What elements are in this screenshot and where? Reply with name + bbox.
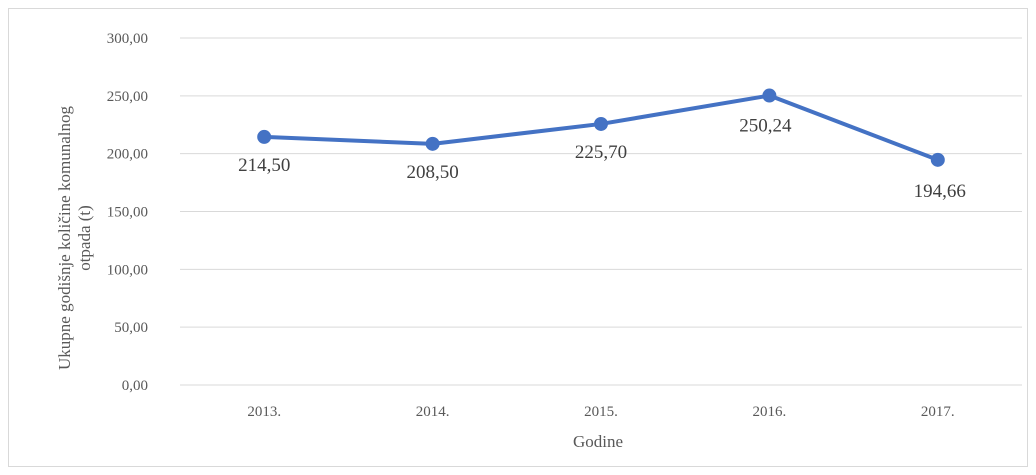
gridlines [180,37,1022,386]
data-label-1: 208,50 [406,162,458,183]
y-axis-title-line-2: otpada (t) [75,205,94,271]
y-tick-label-0: 0,00 [122,378,148,394]
x-tick-label-1: 2014. [416,404,450,420]
x-axis-tick-labels: 2013. 2014. 2015. 2016. 2017. [247,404,954,420]
y-axis-tick-labels: 0,00 50,00 100,00 150,00 200,00 250,00 300,00 [107,31,148,394]
y-tick-label-4: 200,00 [107,147,148,163]
y-tick-label-1: 50,00 [114,320,148,336]
y-tick-label-3: 150,00 [107,205,148,221]
data-point-3 [762,88,777,103]
data-point-2 [594,116,608,131]
x-axis-title: Godine [573,432,623,451]
data-labels: 214,50 208,50 225,70 250,24 194,66 [238,116,966,202]
data-label-2: 225,70 [575,142,627,163]
x-tick-label-3: 2016. [753,404,787,420]
series-markers [257,88,945,167]
y-tick-label-2: 100,00 [107,262,148,278]
y-axis-title: Ukupne godišnje količine komunalnog otpa… [55,106,94,370]
data-point-4 [930,152,945,167]
y-tick-label-6: 300,00 [107,31,148,47]
x-tick-label-0: 2013. [247,404,281,420]
data-label-3: 250,24 [739,116,792,137]
data-label-0: 214,50 [238,155,290,176]
data-point-1 [425,136,440,151]
y-axis-title-line-1: Ukupne godišnje količine komunalnog [55,106,74,370]
x-tick-label-4: 2017. [921,404,955,420]
chart-frame [8,8,1028,467]
y-tick-label-5: 250,00 [107,89,148,105]
data-point-0 [257,129,272,144]
x-tick-label-2: 2015. [584,404,618,420]
data-label-4: 194,66 [914,181,966,202]
